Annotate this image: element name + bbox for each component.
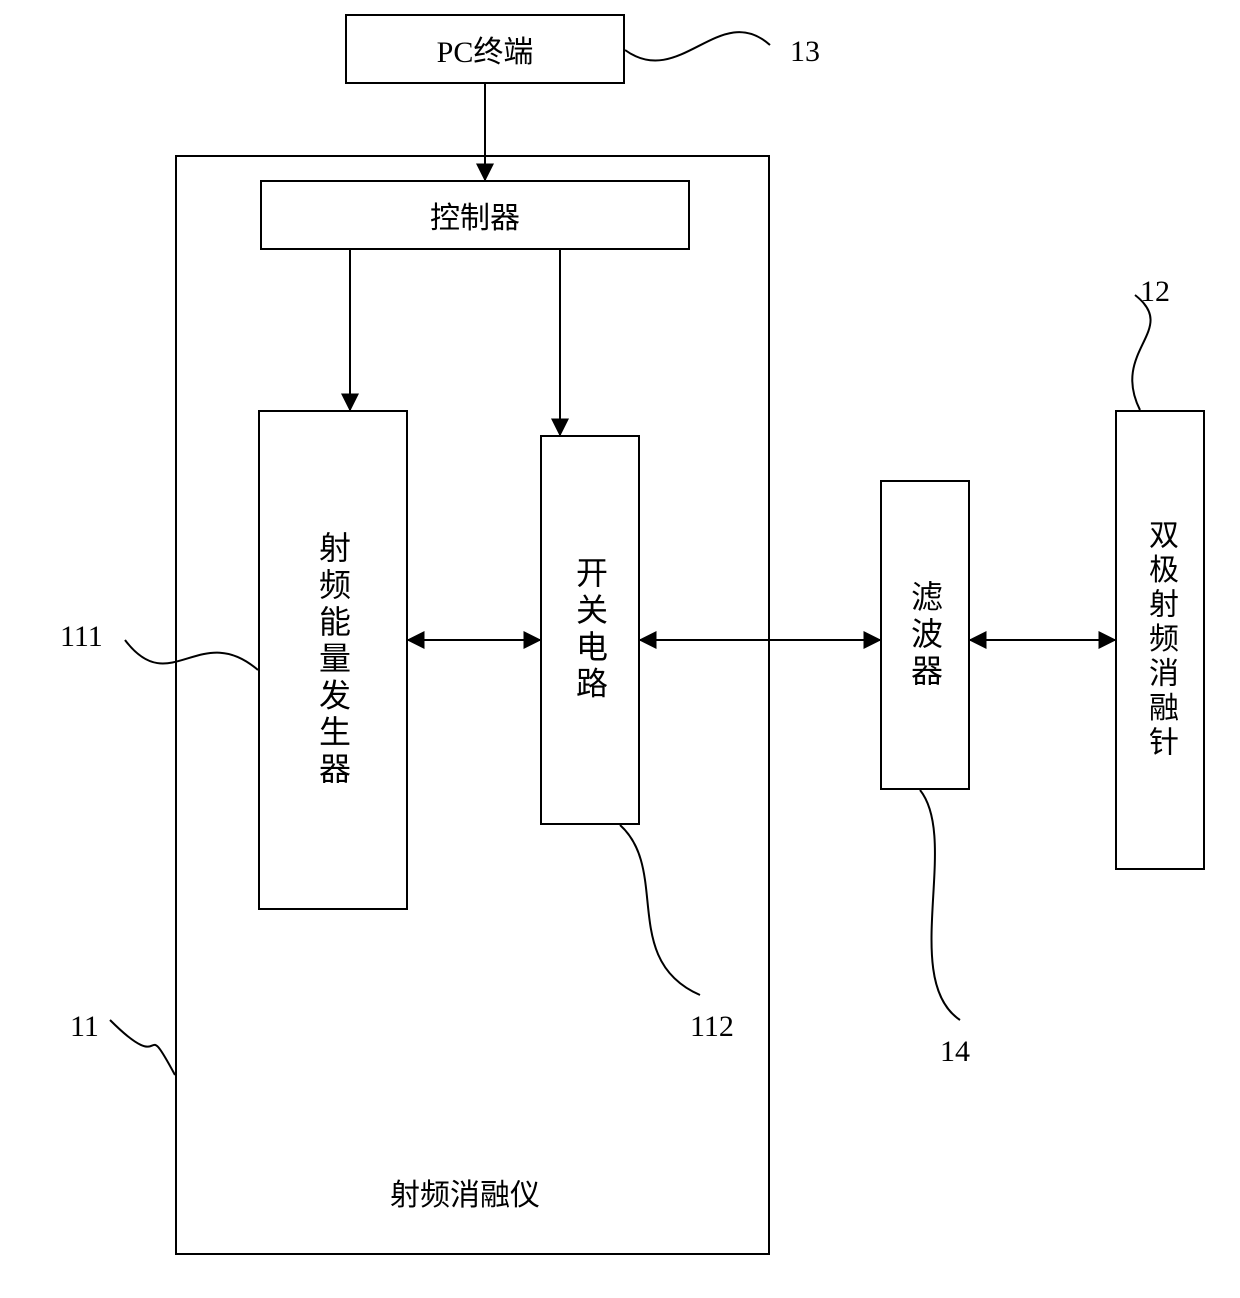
rf-generator-node: 射频能量发生器 <box>258 410 408 910</box>
switch-circuit-node: 开关电路 <box>540 435 640 825</box>
container-title: 射频消融仪 <box>390 1170 540 1214</box>
pc-terminal-label: PC终端 <box>437 27 534 71</box>
ablation-needle-node: 双极射频消融针 <box>1115 410 1205 870</box>
switch-circuit-label: 开关电路 <box>567 556 613 703</box>
controller-node: 控制器 <box>260 180 690 250</box>
filter-node: 滤波器 <box>880 480 970 790</box>
callout-12-label: 12 <box>1140 275 1170 309</box>
callout-111-label: 111 <box>60 620 103 654</box>
filter-label: 滤波器 <box>902 580 948 690</box>
callout-13-label: 13 <box>790 35 820 69</box>
callout-112-label: 112 <box>690 1010 734 1044</box>
rf-generator-label: 射频能量发生器 <box>310 531 356 789</box>
callout-14-label: 14 <box>940 1035 970 1069</box>
ablation-needle-label: 双极射频消融针 <box>1138 519 1182 761</box>
pc-terminal-node: PC终端 <box>345 14 625 84</box>
controller-label: 控制器 <box>430 193 520 237</box>
callout-11-label: 11 <box>70 1010 99 1044</box>
